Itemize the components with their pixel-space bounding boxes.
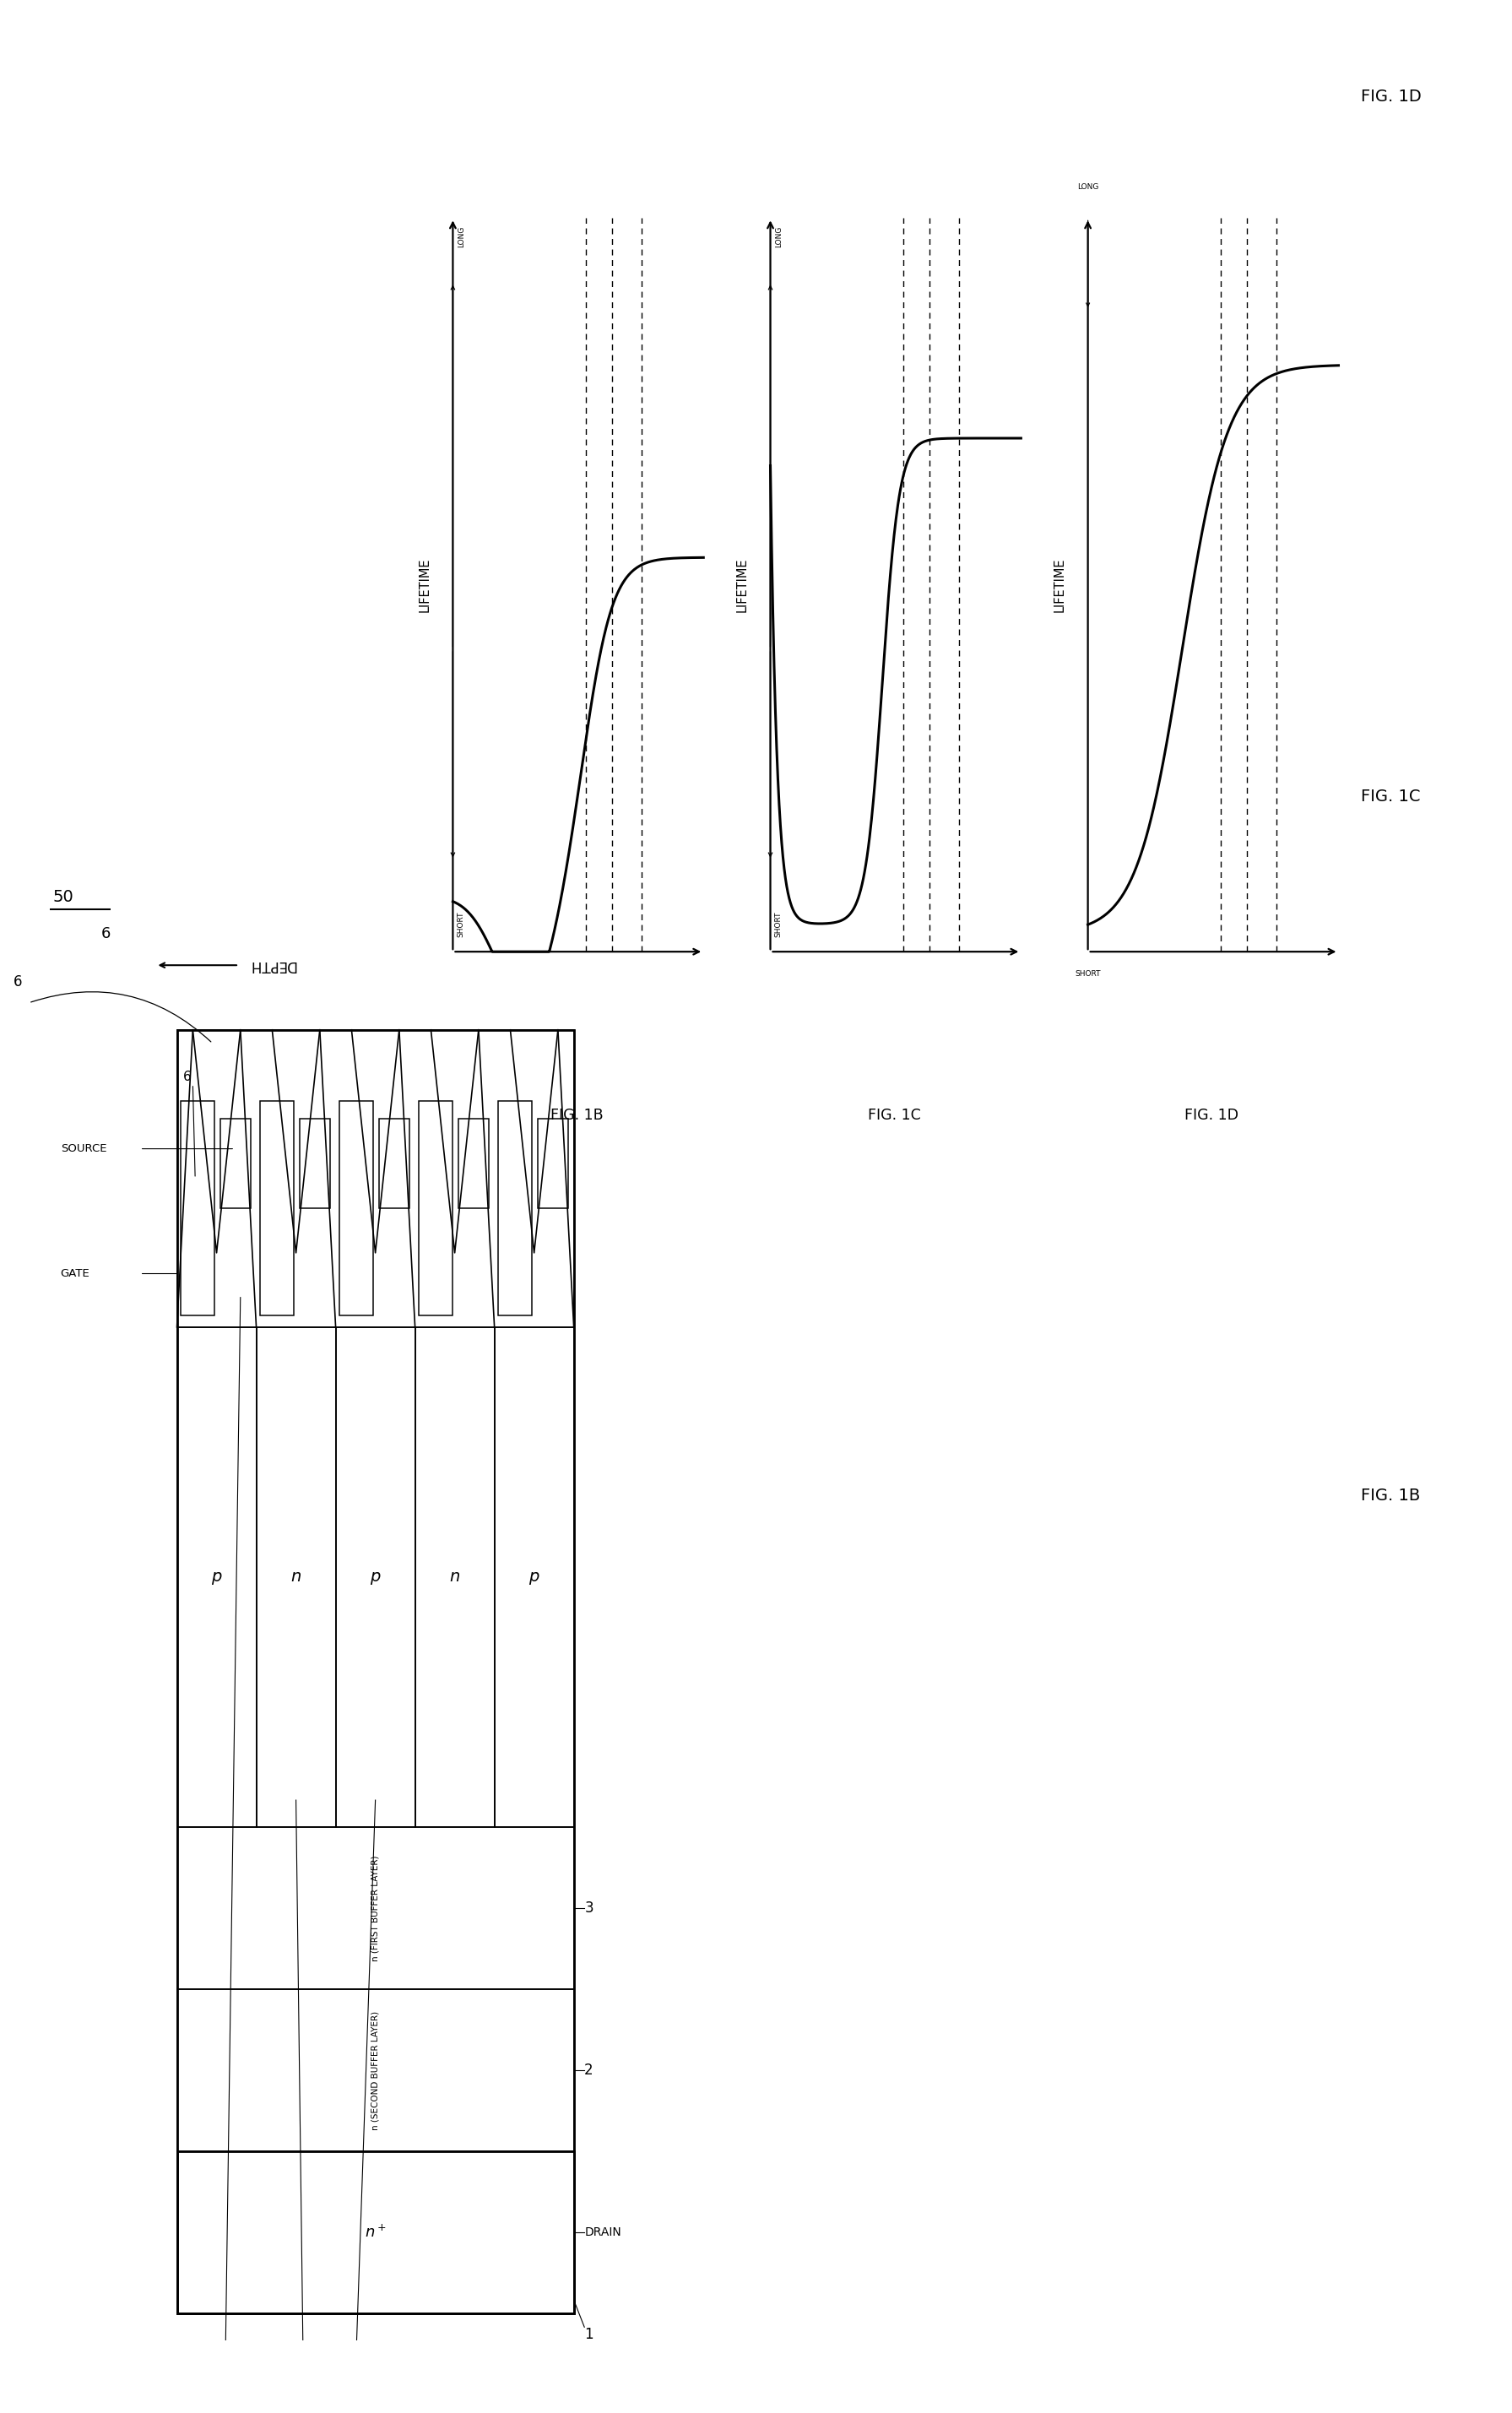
Bar — [177, 1030, 575, 1327]
Text: p: p — [370, 1568, 381, 1585]
Bar — [538, 1120, 569, 1209]
Text: FIG. 1B: FIG. 1B — [1361, 1489, 1420, 1503]
Text: LIFETIME: LIFETIME — [419, 557, 431, 613]
Text: 3: 3 — [584, 1901, 593, 1916]
Text: SHORT: SHORT — [774, 912, 782, 936]
Text: FIG. 1D: FIG. 1D — [1185, 1108, 1238, 1122]
Text: 1: 1 — [584, 2326, 593, 2343]
Text: FIG. 1D: FIG. 1D — [1361, 89, 1421, 104]
Bar — [299, 1120, 330, 1209]
Bar — [177, 2152, 575, 2314]
Bar — [221, 1120, 251, 1209]
Text: 2: 2 — [584, 2063, 593, 2078]
Text: n: n — [449, 1568, 460, 1585]
Bar — [380, 1120, 410, 1209]
Text: LONG: LONG — [774, 227, 782, 246]
Bar — [260, 1100, 293, 1315]
Bar — [181, 1100, 215, 1315]
Bar — [494, 1327, 575, 1827]
Text: 6: 6 — [183, 1071, 192, 1083]
Bar — [177, 1327, 256, 1827]
Text: SHORT: SHORT — [457, 912, 464, 936]
Text: SOURCE: SOURCE — [60, 1144, 106, 1153]
Text: n (SECOND BUFFER LAYER): n (SECOND BUFFER LAYER) — [370, 2010, 380, 2131]
Text: p: p — [212, 1568, 222, 1585]
Bar — [499, 1100, 532, 1315]
Text: 6: 6 — [14, 975, 23, 989]
Bar — [177, 1030, 575, 2314]
Text: LONG: LONG — [1077, 183, 1099, 191]
Text: FIG. 1C: FIG. 1C — [1361, 789, 1420, 804]
Text: GATE: GATE — [60, 1269, 89, 1279]
Text: LONG: LONG — [457, 227, 464, 246]
Text: LIFETIME: LIFETIME — [736, 557, 748, 613]
Text: n: n — [290, 1568, 301, 1585]
Bar — [458, 1120, 488, 1209]
Text: FIG. 1C: FIG. 1C — [868, 1108, 921, 1122]
Text: $n^+$: $n^+$ — [364, 2225, 386, 2242]
Bar — [414, 1327, 494, 1827]
Bar — [340, 1100, 373, 1315]
Text: SHORT: SHORT — [1075, 970, 1101, 977]
Bar — [257, 1327, 336, 1827]
Text: DRAIN: DRAIN — [584, 2227, 621, 2239]
Bar — [177, 1988, 575, 2152]
Text: n (FIRST BUFFER LAYER): n (FIRST BUFFER LAYER) — [370, 1856, 380, 1962]
Text: 6: 6 — [101, 927, 110, 941]
Text: LIFETIME: LIFETIME — [1054, 557, 1066, 613]
Text: DEPTH: DEPTH — [248, 958, 296, 972]
Bar — [336, 1327, 414, 1827]
Text: 50: 50 — [53, 888, 74, 905]
Bar — [419, 1100, 452, 1315]
Text: p: p — [529, 1568, 540, 1585]
Bar — [177, 1827, 575, 1988]
Text: FIG. 1B: FIG. 1B — [550, 1108, 603, 1122]
